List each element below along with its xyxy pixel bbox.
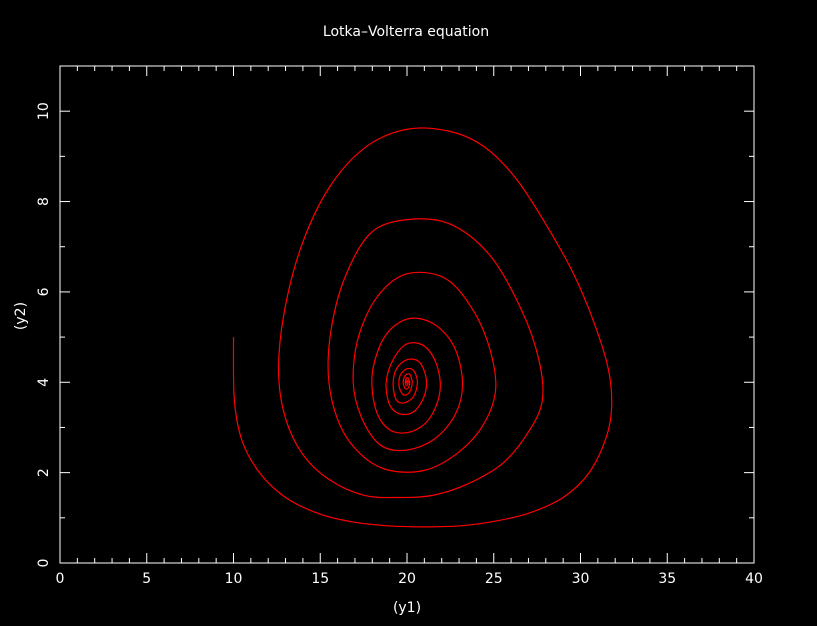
y-tick-label: 0 <box>36 559 52 568</box>
chart-title: Lotka–Volterra equation <box>323 24 489 40</box>
axis-tick-labels: 0 5 10 15 20 25 30 35 40 0 2 4 6 8 10 <box>36 102 763 587</box>
axis-ticks <box>59 65 755 564</box>
x-tick-label: 35 <box>658 571 676 587</box>
y-axis-label: (y2) <box>13 302 29 330</box>
x-axis-label: (y1) <box>393 600 421 616</box>
x-tick-label: 5 <box>142 571 151 587</box>
x-tick-label: 25 <box>485 571 503 587</box>
x-tick-label: 10 <box>225 571 243 587</box>
plot-frame <box>59 65 755 564</box>
x-tick-label: 0 <box>56 571 65 587</box>
x-tick-label: 20 <box>398 571 416 587</box>
y-tick-label: 4 <box>36 378 52 387</box>
x-tick-label: 40 <box>745 571 763 587</box>
x-tick-label: 30 <box>572 571 590 587</box>
y-tick-label: 8 <box>36 197 52 206</box>
y-tick-label: 10 <box>36 102 52 120</box>
y-tick-label: 6 <box>36 287 52 296</box>
x-tick-label: 15 <box>311 571 329 587</box>
y-tick-label: 2 <box>36 468 52 477</box>
series-line <box>232 127 613 528</box>
